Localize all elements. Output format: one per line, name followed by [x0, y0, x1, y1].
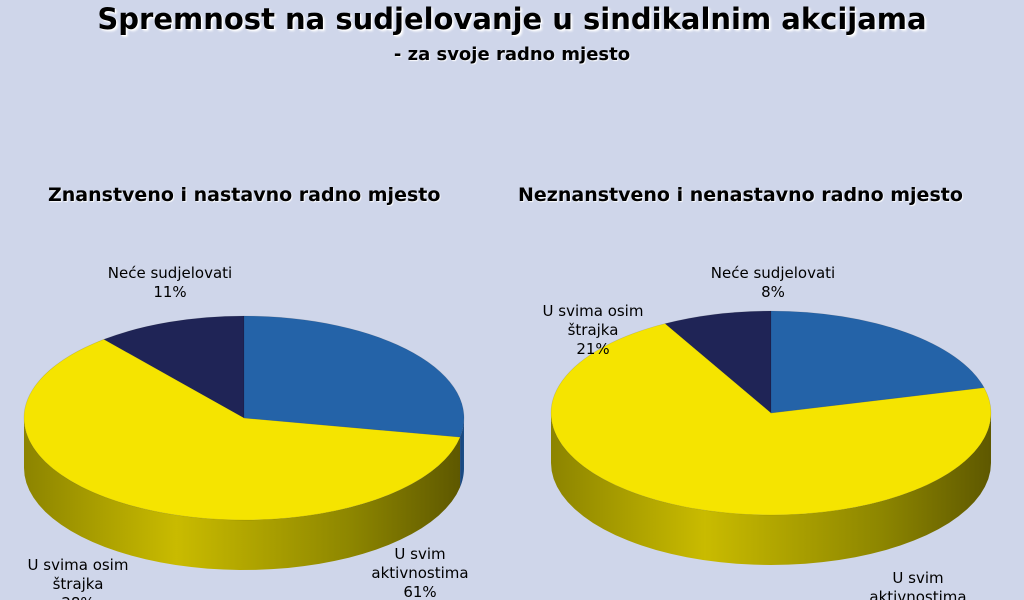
- pie-2-label-0: Neće sudjelovati 8%: [711, 264, 835, 301]
- pie-1-side-2: [460, 418, 464, 488]
- pie-1-label-2: U svima osimštrajka28%: [28, 556, 129, 600]
- pie-1-label-0: Neće sudjelovati 11%: [108, 264, 232, 301]
- chart-2-title: Neznanstveno i nenastavno radno mjesto: [518, 184, 963, 206]
- pie-chart-1: Neće sudjelovati 11% U svim aktivnostima 61%…: [23, 264, 469, 600]
- pie-1-side-1: [24, 418, 461, 570]
- pie-1-slice-1: [23, 339, 461, 521]
- chart-1-title: Znanstveno i nastavno radno mjesto: [48, 184, 441, 206]
- pie-2-slice-0: [664, 310, 772, 414]
- pie-1-slice-0: [103, 315, 245, 419]
- pie-2-slice-1: [550, 323, 992, 516]
- page-title: Spremnost na sudjelovanje u sindikalnim …: [97, 2, 927, 36]
- pie-2-label-1: U svimaktivnostima71%: [869, 569, 966, 600]
- pie-2-slice-2: [770, 310, 985, 414]
- page-subtitle: - za svoje radno mjesto: [393, 44, 631, 65]
- pie-1-slice-2: [243, 315, 465, 438]
- pie-2-label-2: U svima osim štrajka 21%: [543, 302, 644, 358]
- pie-2-side-1: [551, 413, 991, 565]
- pie-1-label-1: U svim aktivnostima 61%: [371, 545, 468, 600]
